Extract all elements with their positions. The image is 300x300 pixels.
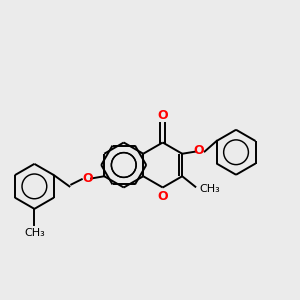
Text: O: O <box>82 172 93 185</box>
Text: O: O <box>194 144 204 157</box>
Text: O: O <box>158 190 168 203</box>
Text: O: O <box>158 109 168 122</box>
Text: CH₃: CH₃ <box>24 228 45 238</box>
Text: CH₃: CH₃ <box>199 184 220 194</box>
